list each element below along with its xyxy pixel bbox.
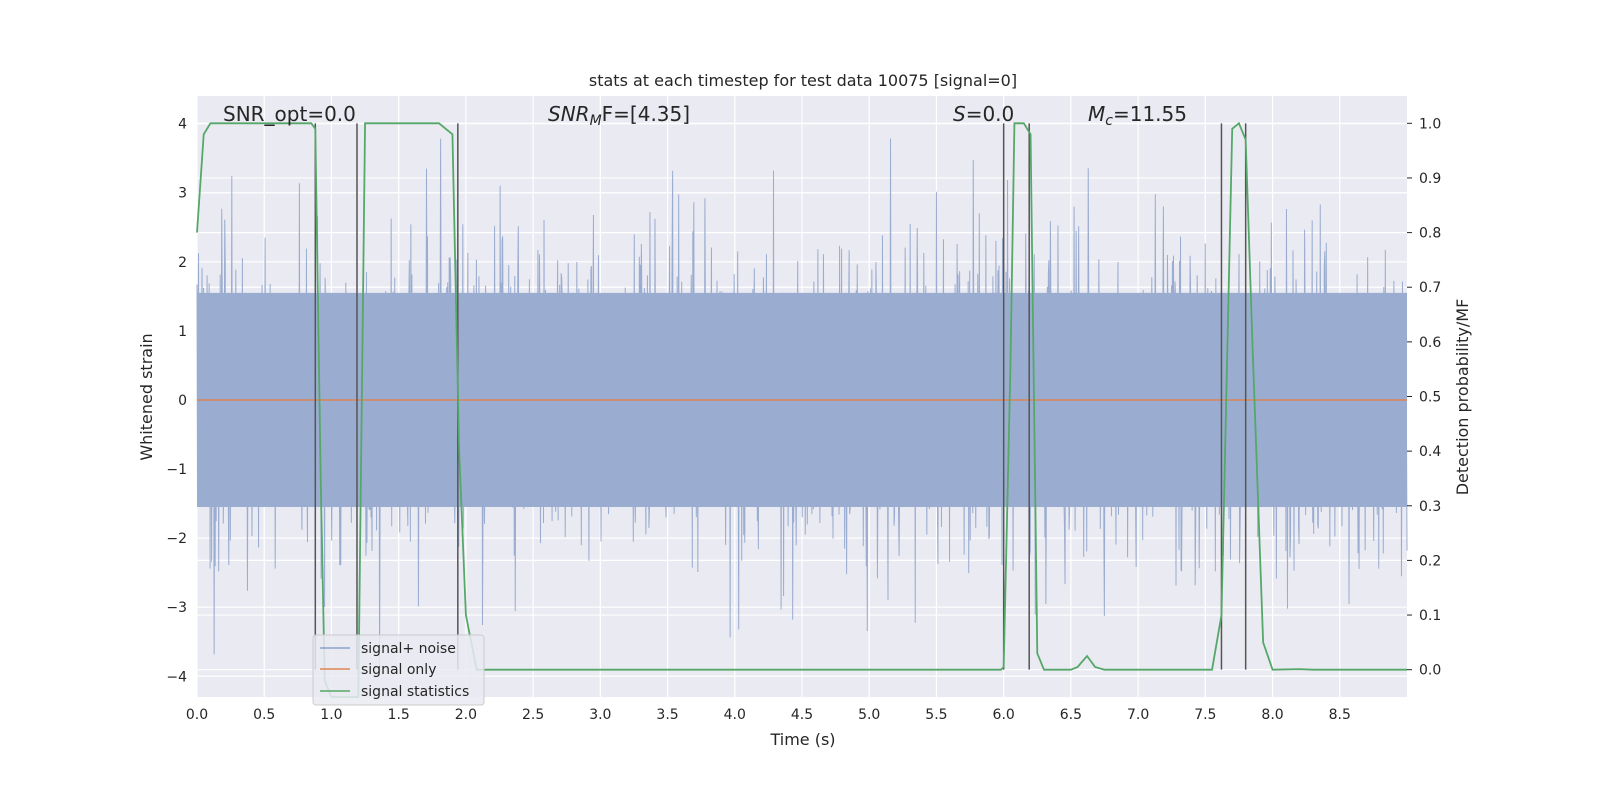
- annotation-snr-mf-sub: M: [590, 113, 602, 129]
- legend-label-signal-noise: signal+ noise: [361, 641, 456, 657]
- right-y-tick-labels: 1.0 0.9 0.8 0.7 0.6 0.5 0.4 0.3 0.2 0.1 0.0: [1407, 116, 1441, 679]
- x-tick-label: 5.5: [925, 707, 947, 723]
- x-tick-label: 1.5: [388, 707, 410, 723]
- right-y-tick-label: 0.9: [1419, 171, 1441, 187]
- right-y-axis-label: Detection probability/MF: [1453, 299, 1472, 496]
- annotation-s-label: S: [953, 102, 966, 126]
- y-axis-label: Whitened strain: [137, 333, 156, 460]
- annotation-s-value: =0.0: [966, 102, 1015, 126]
- legend: signal+ noise signal only signal statist…: [312, 634, 485, 706]
- annotation-snr-mf: SNRMF=[4.35]: [548, 102, 690, 129]
- y-tick-label: 0: [178, 393, 187, 409]
- right-y-tick-label: 0.4: [1419, 444, 1441, 460]
- right-y-tick-label: 1.0: [1419, 116, 1441, 132]
- y-tick-label: 3: [178, 186, 187, 202]
- x-tick-label: 6.5: [1060, 707, 1082, 723]
- x-tick-label: 7.5: [1194, 707, 1216, 723]
- right-y-tick-label: 0.5: [1419, 390, 1441, 406]
- y-tick-label: 1: [178, 324, 187, 340]
- x-tick-label: 0.5: [253, 707, 275, 723]
- annotation-mc-label: M: [1088, 102, 1105, 126]
- annotation-mc-value: =11.55: [1113, 102, 1187, 126]
- annotation-mc: Mc=11.55: [1088, 102, 1187, 129]
- x-tick-label: 3.5: [656, 707, 678, 723]
- right-y-tick-label: 0.7: [1419, 280, 1441, 296]
- x-tick-label: 0.0: [186, 707, 208, 723]
- x-tick-label: 8.5: [1329, 707, 1351, 723]
- annotation-snr-opt: SNR_opt=0.0: [223, 102, 356, 126]
- x-tick-label: 7.0: [1127, 707, 1149, 723]
- annotation-mc-sub: c: [1105, 113, 1113, 129]
- y-tick-label: −3: [166, 600, 187, 616]
- x-axis-label: Time (s): [769, 730, 835, 749]
- y-tick-label: −2: [166, 531, 187, 547]
- legend-box: [312, 634, 485, 706]
- y-tick-label: −4: [166, 669, 187, 685]
- annotation-snr-mf-main: SNR: [548, 102, 590, 126]
- x-tick-label: 2.0: [455, 707, 477, 723]
- x-tick-label: 8.0: [1261, 707, 1283, 723]
- right-y-tick-label: 0.0: [1419, 663, 1441, 679]
- x-tick-labels: 0.0 0.5 1.0 1.5 2.0 2.5 3.0 3.5 4.0 4.5 5.0 5.5 6.0 6…: [186, 707, 1351, 723]
- right-y-tick-label: 0.2: [1419, 553, 1441, 569]
- x-tick-label: 4.5: [791, 707, 813, 723]
- y-tick-label: 2: [178, 255, 187, 271]
- annotation-snr-mf-rest: F=[4.35]: [602, 102, 690, 126]
- x-tick-label: 4.0: [724, 707, 746, 723]
- right-y-tick-label: 0.3: [1419, 499, 1441, 515]
- right-y-tick-label: 0.1: [1419, 608, 1441, 624]
- y-tick-label: −1: [166, 462, 187, 478]
- signal-noise-series: [196, 138, 1408, 675]
- right-y-tick-label: 0.6: [1419, 335, 1441, 351]
- y-tick-label: 4: [178, 117, 187, 133]
- y-tick-labels: 4 3 2 1 0 −1 −2 −3 −4: [166, 117, 187, 686]
- legend-label-signal-statistics: signal statistics: [361, 684, 469, 700]
- x-tick-label: 3.0: [589, 707, 611, 723]
- annotation-s: S=0.0: [953, 102, 1014, 126]
- right-y-tick-label: 0.8: [1419, 226, 1441, 242]
- x-tick-label: 2.5: [522, 707, 544, 723]
- x-tick-label: 1.0: [320, 707, 342, 723]
- chart-title: stats at each timestep for test data 100…: [589, 71, 1017, 90]
- x-tick-label: 5.0: [858, 707, 880, 723]
- legend-label-signal-only: signal only: [361, 662, 436, 678]
- x-tick-label: 6.0: [993, 707, 1015, 723]
